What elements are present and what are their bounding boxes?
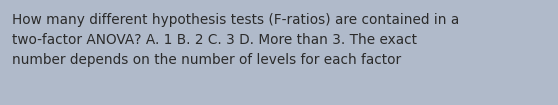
Text: How many different hypothesis tests (F-ratios) are contained in a
two-factor ANO: How many different hypothesis tests (F-r… <box>12 13 460 67</box>
